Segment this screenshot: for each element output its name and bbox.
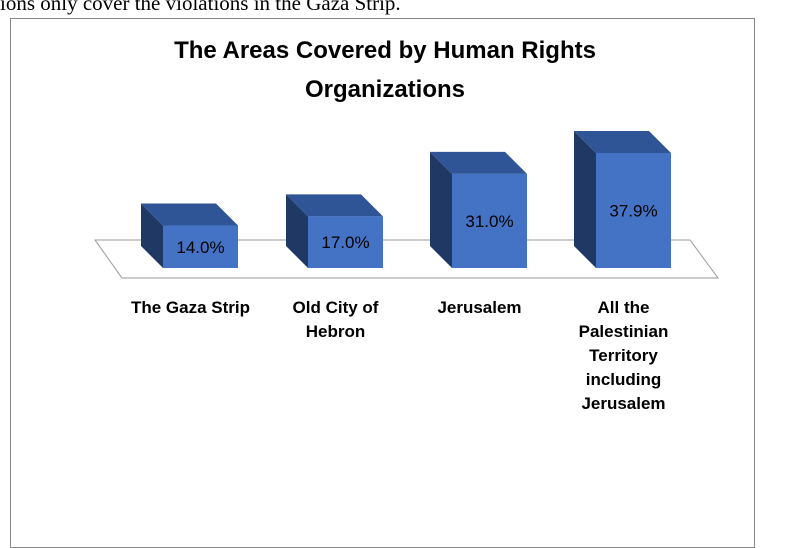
data-label: 17.0% xyxy=(321,233,369,252)
bar-side xyxy=(286,194,308,268)
bar xyxy=(596,153,671,268)
x-tick-label: Old City of Hebron xyxy=(292,298,379,341)
bar xyxy=(163,225,238,268)
chart-title: Organizations xyxy=(305,76,465,103)
data-label: 37.9% xyxy=(609,202,657,221)
bar xyxy=(452,173,527,268)
document-text: ions only cover the violations in the Ga… xyxy=(0,0,401,15)
data-label: 31.0% xyxy=(465,212,513,231)
x-tick-label: The Gaza Strip xyxy=(130,298,251,317)
bar-side xyxy=(141,203,163,268)
data-label: 14.0% xyxy=(176,238,224,257)
x-tick-label: Jerusalem xyxy=(437,298,522,317)
bar-top xyxy=(430,151,527,174)
bar-top xyxy=(141,203,238,226)
bar xyxy=(308,216,383,268)
bar-side xyxy=(430,151,452,268)
bar-top xyxy=(574,131,671,153)
chart-title: The Areas Covered by Human Rights xyxy=(174,37,596,64)
bar-top xyxy=(286,194,383,217)
x-tick-label: All the Palestinian Territory including … xyxy=(578,298,669,413)
bar-side xyxy=(574,131,596,268)
